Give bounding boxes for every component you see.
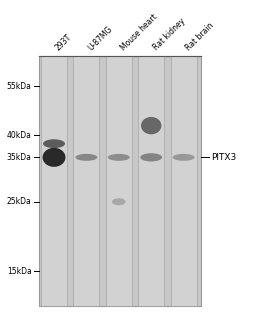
Text: 40kDa: 40kDa [7,131,31,140]
Ellipse shape [173,154,195,161]
Text: 15kDa: 15kDa [7,267,31,276]
Ellipse shape [76,154,97,161]
Text: Rat kidney: Rat kidney [151,17,187,52]
Text: 35kDa: 35kDa [7,153,31,162]
Ellipse shape [140,153,162,161]
Text: 25kDa: 25kDa [7,197,31,206]
Ellipse shape [43,139,65,148]
Text: PITX3: PITX3 [211,153,236,162]
Text: 55kDa: 55kDa [7,81,31,90]
Text: Rat brain: Rat brain [184,21,215,52]
Bar [138,56,164,306]
Bar [39,56,201,306]
Text: Mouse heart: Mouse heart [119,12,159,52]
Ellipse shape [112,198,126,205]
Bar [41,56,67,306]
Text: U-87MG: U-87MG [87,24,114,52]
Text: 293T: 293T [54,32,74,52]
Ellipse shape [42,148,66,167]
Bar [106,56,132,306]
Ellipse shape [141,117,162,134]
Bar [170,56,197,306]
Bar [73,56,100,306]
Ellipse shape [108,154,130,161]
